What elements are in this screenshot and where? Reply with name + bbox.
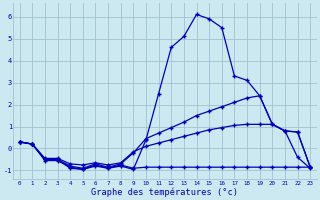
X-axis label: Graphe des températures (°c): Graphe des températures (°c)	[92, 187, 238, 197]
